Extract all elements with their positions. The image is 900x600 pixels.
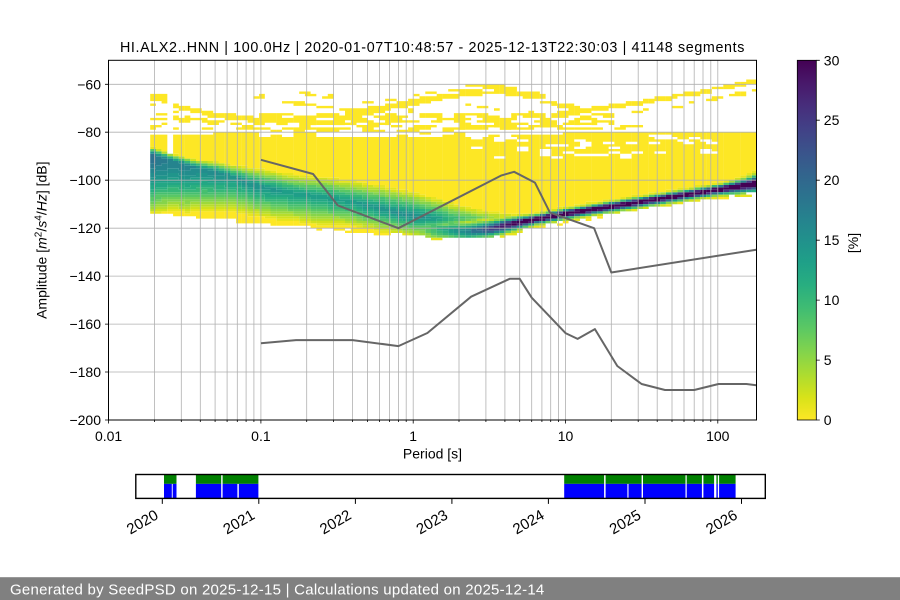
svg-text:−160: −160 [69,316,101,332]
svg-text:2022: 2022 [317,507,354,538]
svg-text:Generated by SeedPSD on 2025-1: Generated by SeedPSD on 2025-12-15 | Cal… [10,581,545,598]
svg-text:30: 30 [824,52,840,68]
svg-text:−140: −140 [69,268,101,284]
svg-text:20: 20 [824,172,840,188]
svg-text:0: 0 [824,412,832,428]
svg-text:Period [s]: Period [s] [403,446,462,462]
svg-text:0.01: 0.01 [95,428,122,444]
svg-text:−180: −180 [69,364,101,380]
svg-text:2023: 2023 [413,507,450,538]
svg-text:10: 10 [824,292,840,308]
svg-text:100: 100 [706,428,730,444]
svg-text:25: 25 [824,112,840,128]
svg-text:2020: 2020 [124,507,161,538]
svg-text:15: 15 [824,232,840,248]
svg-text:[%]: [%] [845,233,861,253]
svg-text:−100: −100 [69,172,101,188]
svg-text:2024: 2024 [510,507,547,538]
svg-text:−200: −200 [69,412,101,428]
svg-text:5: 5 [824,352,832,368]
svg-text:2026: 2026 [703,507,740,538]
svg-text:−80: −80 [77,124,101,140]
svg-text:1: 1 [409,428,417,444]
svg-text:2025: 2025 [607,507,644,538]
svg-text:−60: −60 [77,76,101,92]
svg-text:0.1: 0.1 [251,428,271,444]
svg-text:Amplitude [m2/s4/Hz] [dB]: Amplitude [m2/s4/Hz] [dB] [34,161,50,318]
svg-text:−120: −120 [69,220,101,236]
svg-text:2021: 2021 [220,507,257,538]
svg-text:HI.ALX2..HNN | 100.0Hz | 2020-: HI.ALX2..HNN | 100.0Hz | 2020-01-07T10:4… [120,40,745,56]
svg-text:10: 10 [558,428,574,444]
